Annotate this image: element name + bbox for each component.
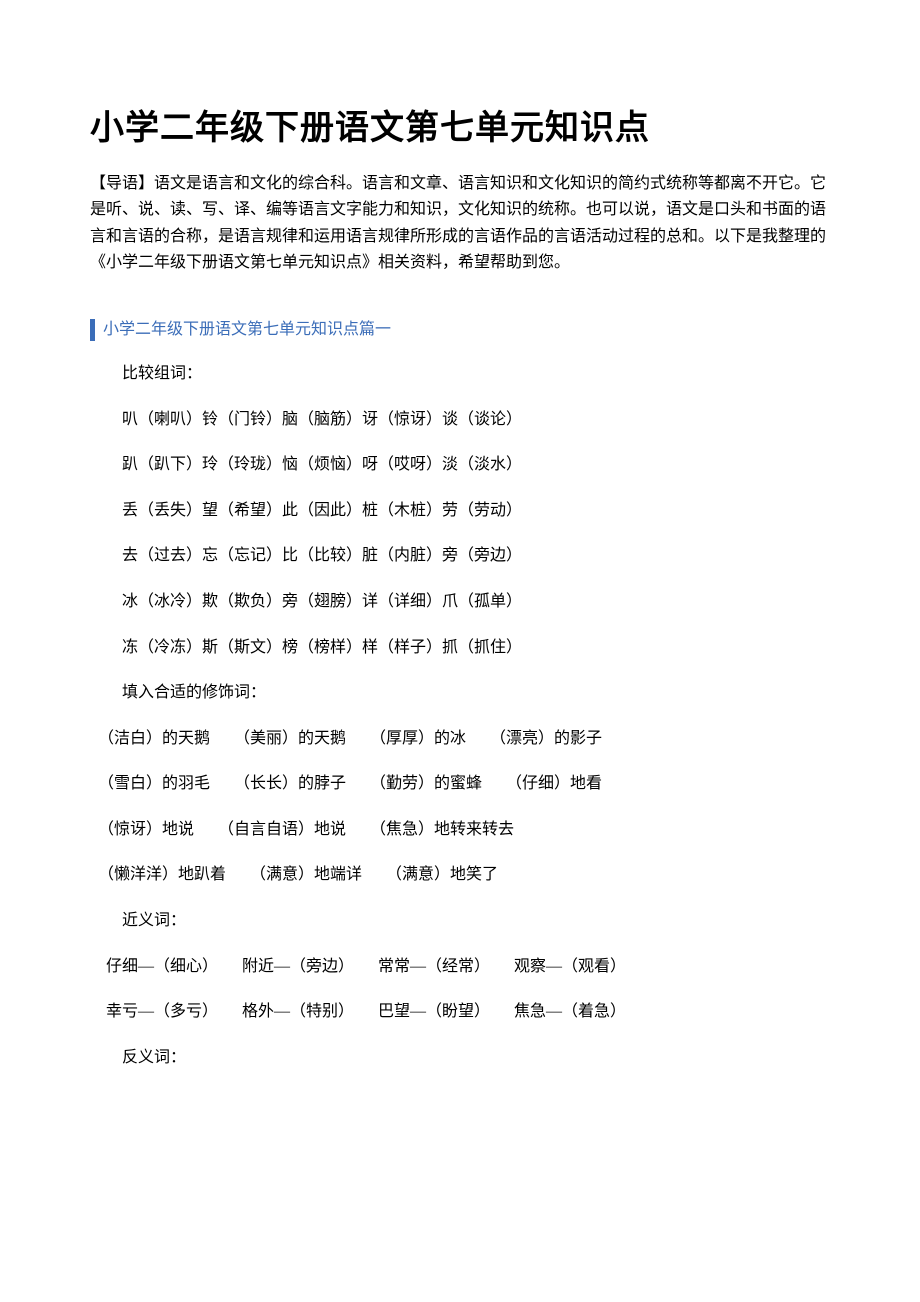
paragraph: 冰（冰冷）欺（欺负）旁（翅膀）详（详细）爪（孤单）	[90, 589, 830, 615]
paragraph: 冻（冷冻）斯（斯文）榜（榜样）样（样子）抓（抓住）	[90, 635, 830, 661]
section-header-1: 小学二年级下册语文第七单元知识点篇一	[90, 319, 830, 341]
paragraph: （雪白）的羽毛 （长长）的脖子 （勤劳）的蜜蜂 （仔细）地看	[90, 771, 830, 797]
page-title: 小学二年级下册语文第七单元知识点	[90, 100, 830, 149]
paragraph: 反义词：	[90, 1045, 830, 1071]
paragraph: 叭（喇叭）铃（门铃）脑（脑筋）讶（惊讶）谈（谈论）	[90, 407, 830, 433]
paragraph: 仔细—（细心） 附近—（旁边） 常常—（经常） 观察—（观看）	[90, 954, 830, 980]
paragraph: 趴（趴下）玲（玲珑）恼（烦恼）呀（哎呀）淡（淡水）	[90, 452, 830, 478]
paragraph: 幸亏—（多亏） 格外—（特别） 巴望—（盼望） 焦急—（着急）	[90, 999, 830, 1025]
paragraph: （洁白）的天鹅 （美丽）的天鹅 （厚厚）的冰 （漂亮）的影子	[90, 726, 830, 752]
paragraph: 去（过去）忘（忘记）比（比较）脏（内脏）旁（旁边）	[90, 543, 830, 569]
paragraph: （惊讶）地说 （自言自语）地说 （焦急）地转来转去	[90, 817, 830, 843]
paragraph: 比较组词：	[90, 361, 830, 387]
paragraph: （懒洋洋）地趴着 （满意）地端详 （满意）地笑了	[90, 862, 830, 888]
paragraph: 近义词：	[90, 908, 830, 934]
intro-paragraph: 【导语】语文是语言和文化的综合科。语言和文章、语言知识和文化知识的简约式统称等都…	[90, 171, 830, 277]
paragraph: 丢（丢失）望（希望）此（因此）桩（木桩）劳（劳动）	[90, 498, 830, 524]
paragraph: 填入合适的修饰词：	[90, 680, 830, 706]
